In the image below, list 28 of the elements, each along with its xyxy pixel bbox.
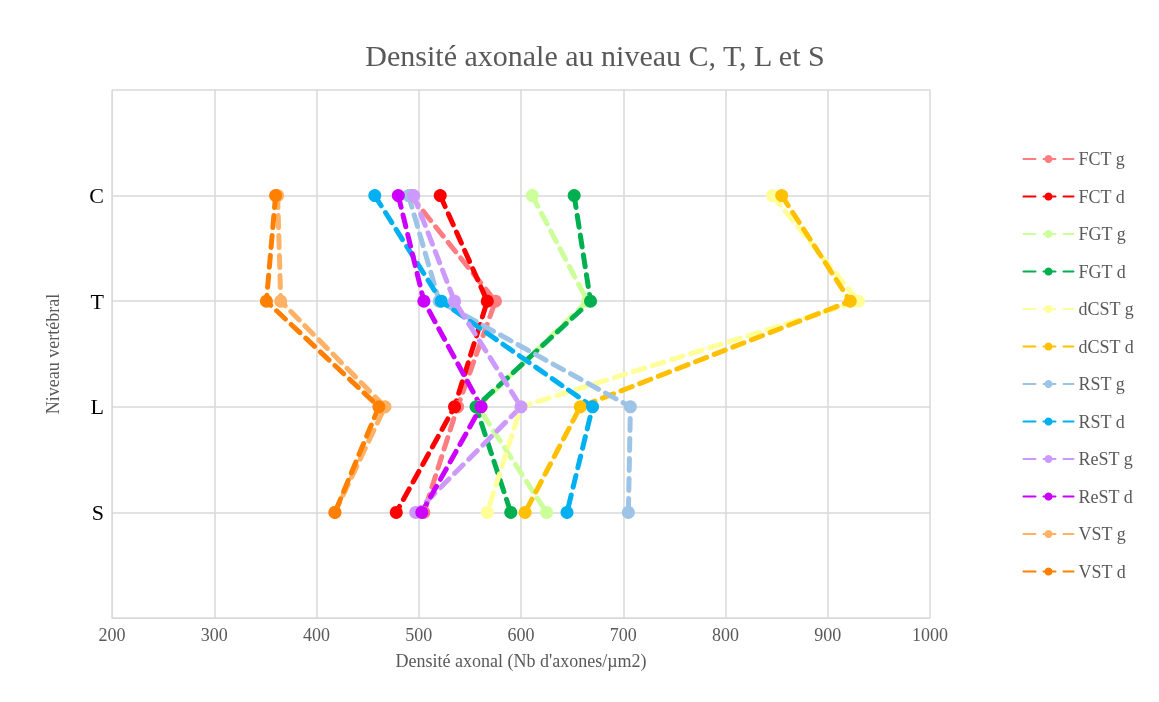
x-tick-label: 900 (814, 625, 842, 645)
chart-title: Densité axonale au niveau C, T, L et S (365, 38, 825, 72)
x-tick-label: 400 (303, 625, 330, 645)
x-tick-label: 1000 (912, 625, 948, 645)
x-tick-label: 800 (712, 625, 739, 645)
x-tick-label: 500 (405, 625, 433, 645)
legend-label: ReST g (1078, 449, 1133, 469)
y-tick-label: S (91, 499, 104, 525)
x-axis-title: Densité axonal (Nb d'axones/µm2) (395, 651, 647, 672)
x-tick-label: 200 (98, 625, 126, 645)
legend-label: FGT d (1078, 261, 1126, 282)
legend-label: VST d (1078, 561, 1126, 582)
y-tick-label: C (89, 183, 104, 209)
legend-label: ReST d (1078, 486, 1133, 507)
legend-label: dCST d (1078, 336, 1134, 357)
legend-label: dCST g (1078, 299, 1134, 319)
legend-label: RST d (1078, 411, 1125, 432)
legend-label: FGT g (1078, 224, 1126, 244)
y-tick-label: L (90, 394, 104, 420)
x-tick-label: 600 (507, 625, 535, 645)
legend-label: FCT g (1078, 149, 1125, 169)
legend-label: VST g (1078, 524, 1126, 544)
y-axis-title: Niveau vertébral (43, 293, 63, 415)
y-tick-label: T (90, 288, 105, 314)
x-tick-label: 300 (200, 625, 228, 645)
legend-label: RST g (1078, 374, 1125, 394)
legend-label: FCT d (1078, 186, 1125, 207)
x-tick-label: 700 (609, 625, 637, 645)
